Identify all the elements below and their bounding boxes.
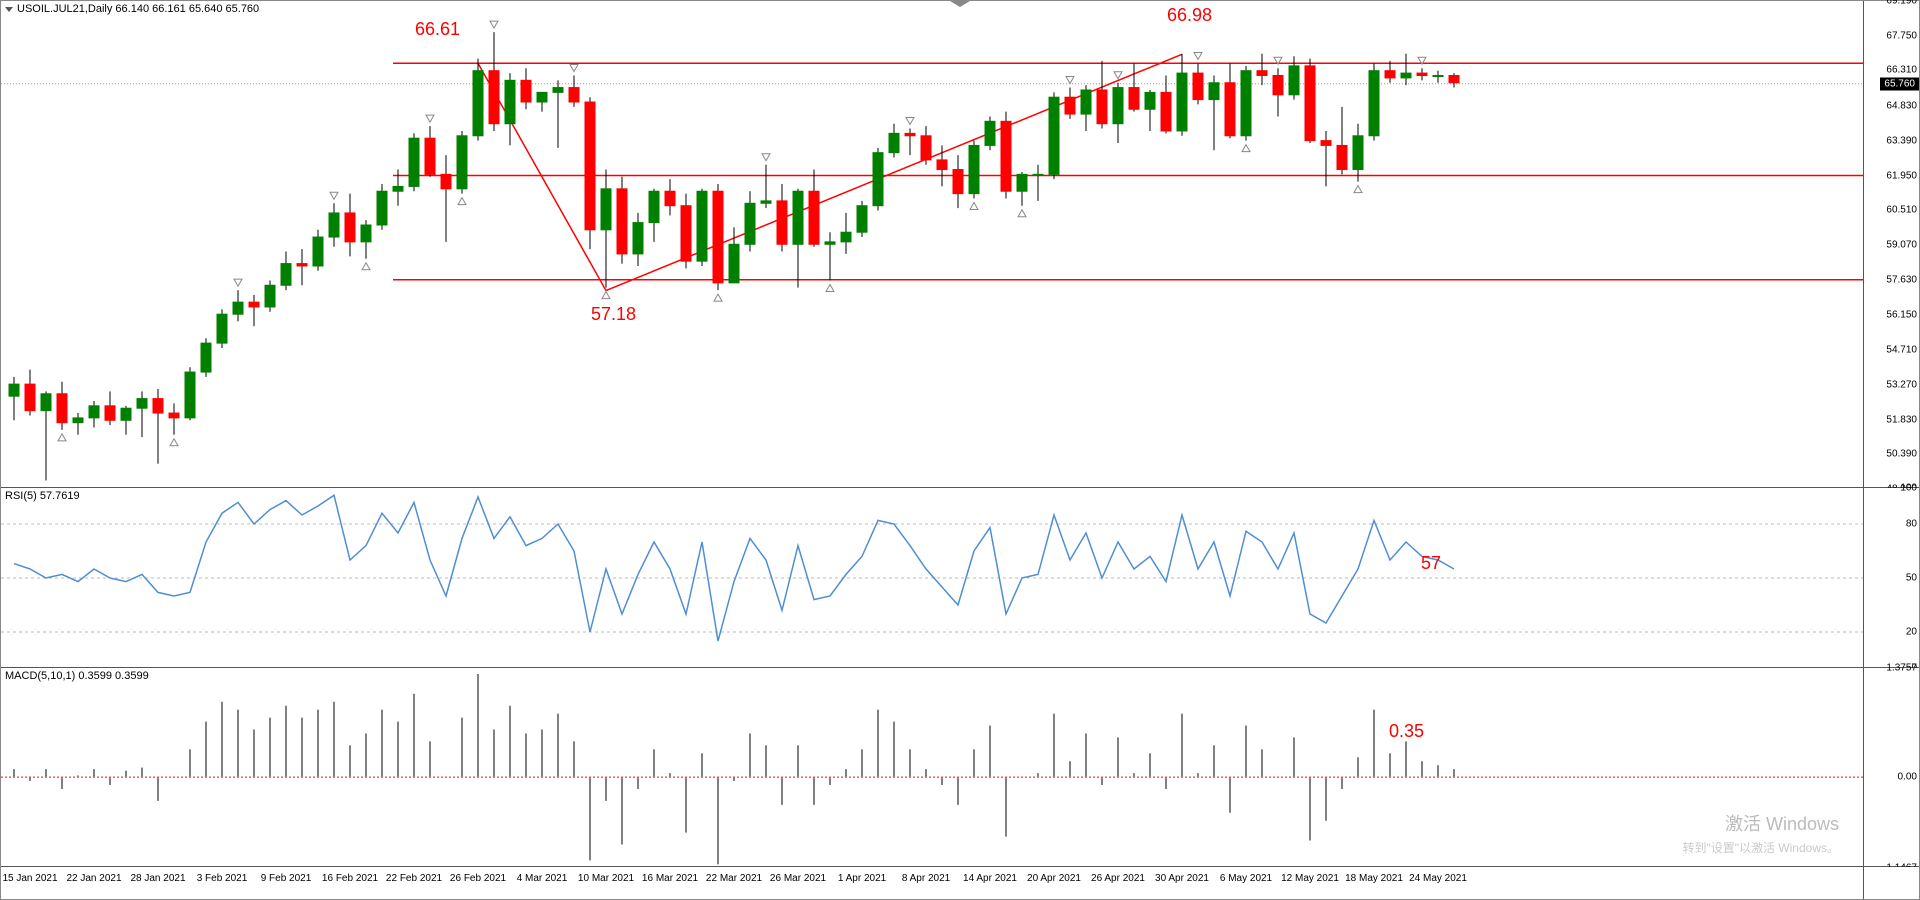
time-axis: 15 Jan 2021 22 Jan 2021 28 Jan 2021 3 Feb 2… <box>1 867 1919 899</box>
panel-top-handle[interactable] <box>930 1 990 7</box>
x-tick: 26 Mar 2021 <box>770 873 826 884</box>
y-tick: 51.830 <box>1886 414 1917 425</box>
macd-panel[interactable]: MACD(5,10,1) 0.3599 0.3599 0.35 1.37570.… <box>1 668 1919 868</box>
x-tick: 22 Jan 2021 <box>66 873 121 884</box>
chart-container: USOIL.JUL21,Daily 66.140 66.161 65.640 6… <box>0 0 1920 900</box>
y-tick: 59.070 <box>1886 240 1917 251</box>
x-tick: 28 Jan 2021 <box>130 873 185 884</box>
x-tick: 15 Jan 2021 <box>2 873 57 884</box>
macd-label: MACD(5,10,1) 0.3599 0.3599 <box>5 670 149 682</box>
x-tick: 14 Apr 2021 <box>963 873 1017 884</box>
x-tick: 22 Mar 2021 <box>706 873 762 884</box>
y-tick: 50 <box>1906 572 1917 583</box>
y-tick: 66.310 <box>1886 65 1917 76</box>
y-tick: 63.390 <box>1886 135 1917 146</box>
rsi-label: RSI(5) 57.7619 <box>5 490 80 502</box>
x-tick: 10 Mar 2021 <box>578 873 634 884</box>
rsi-y-axis: 1008050200 <box>1863 488 1919 667</box>
x-tick: 6 May 2021 <box>1220 873 1272 884</box>
x-tick: 4 Mar 2021 <box>517 873 568 884</box>
price-annotation: 66.98 <box>1167 5 1212 26</box>
y-tick: 57.630 <box>1886 274 1917 285</box>
y-tick: 61.950 <box>1886 170 1917 181</box>
rsi-panel[interactable]: RSI(5) 57.7619 57 1008050200 <box>1 488 1919 668</box>
y-tick: 56.150 <box>1886 310 1917 321</box>
x-tick: 3 Feb 2021 <box>197 873 248 884</box>
y-tick: 0.00 <box>1898 771 1917 782</box>
x-tick: 26 Feb 2021 <box>450 873 506 884</box>
y-tick: 20 <box>1906 626 1917 637</box>
symbol-label: USOIL.JUL21,Daily 66.140 66.161 65.640 6… <box>5 3 259 15</box>
y-tick: 54.710 <box>1886 345 1917 356</box>
y-tick: 60.510 <box>1886 205 1917 216</box>
x-tick: 1 Apr 2021 <box>838 873 886 884</box>
x-tick: 26 Apr 2021 <box>1091 873 1145 884</box>
x-tick: 16 Feb 2021 <box>322 873 378 884</box>
y-tick: 67.750 <box>1886 30 1917 41</box>
macd-annotation: 0.35 <box>1389 721 1424 742</box>
x-tick: 8 Apr 2021 <box>902 873 950 884</box>
x-tick: 20 Apr 2021 <box>1027 873 1081 884</box>
dropdown-icon[interactable] <box>5 7 13 12</box>
y-tick: 100 <box>1900 482 1917 493</box>
y-tick: 50.390 <box>1886 449 1917 460</box>
x-tick: 22 Feb 2021 <box>386 873 442 884</box>
price-y-axis: 69.190 67.750 66.310 64.830 63.390 61.950 60.5… <box>1863 1 1919 487</box>
rsi-annotation: 57 <box>1421 553 1441 574</box>
y-tick: 1.3757 <box>1886 662 1917 673</box>
x-tick: 12 May 2021 <box>1281 873 1339 884</box>
x-tick: 16 Mar 2021 <box>642 873 698 884</box>
price-annotation: 66.61 <box>415 19 460 40</box>
x-tick: 18 May 2021 <box>1345 873 1403 884</box>
x-tick: 24 May 2021 <box>1409 873 1467 884</box>
macd-y-axis: 1.37570.00-1.1467 <box>1863 668 1919 867</box>
x-tick: 30 Apr 2021 <box>1155 873 1209 884</box>
current-price-tag: 65.760 <box>1880 77 1919 90</box>
y-tick: 69.190 <box>1886 0 1917 7</box>
y-tick: 80 <box>1906 518 1917 529</box>
price-panel[interactable]: USOIL.JUL21,Daily 66.140 66.161 65.640 6… <box>1 1 1919 488</box>
y-tick: 64.830 <box>1886 101 1917 112</box>
windows-watermark-sub: 转到"设置"以激活 Windows。 <box>1682 839 1839 856</box>
windows-watermark-title: 激活 Windows <box>1725 810 1839 836</box>
x-tick: 9 Feb 2021 <box>261 873 312 884</box>
y-tick: 53.270 <box>1886 379 1917 390</box>
price-annotation: 57.18 <box>591 304 636 325</box>
